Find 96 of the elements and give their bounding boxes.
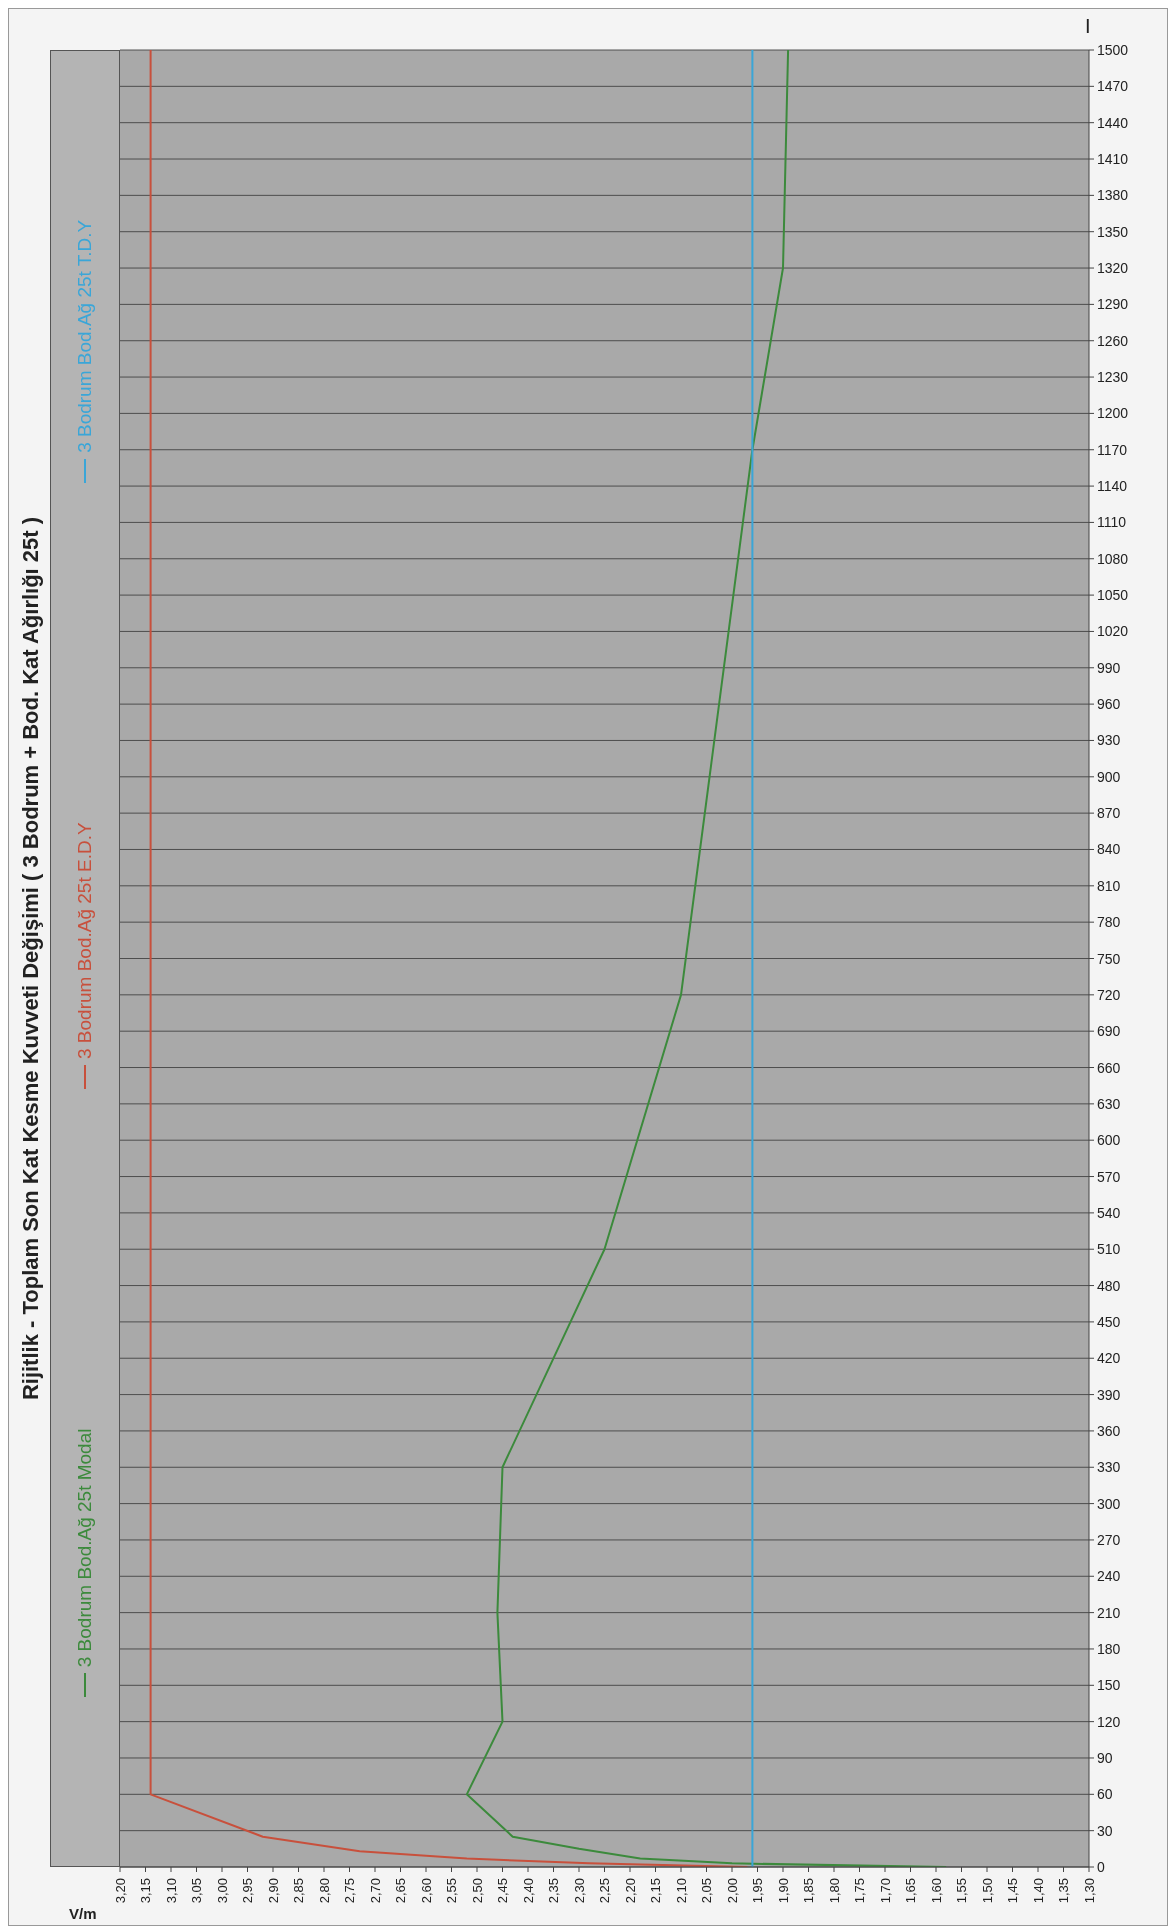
y-tick-label: 360 [1097, 1422, 1121, 1439]
y-axis-title: I [1085, 15, 1091, 38]
y-tick-label: 390 [1097, 1386, 1121, 1403]
y-tick-label: 750 [1097, 950, 1121, 967]
y-tick-label: 1170 [1097, 441, 1128, 458]
x-tick-label: 1,95 [750, 1878, 765, 1904]
x-tick-label: 2,20 [622, 1878, 638, 1904]
x-tick-label: 2,15 [648, 1878, 663, 1904]
y-tick-label: 630 [1097, 1095, 1121, 1112]
x-tick-label: 1,50 [979, 1878, 995, 1904]
y-tick-label: 90 [1097, 1749, 1113, 1766]
x-tick-label: 3,15 [138, 1878, 153, 1904]
x-tick-label: 1,30 [1081, 1878, 1097, 1904]
x-tick-label: 2,55 [444, 1878, 459, 1904]
y-tick-label: 690 [1097, 1023, 1121, 1040]
x-tick-label: 2,25 [597, 1878, 612, 1904]
y-tick-label: 1290 [1097, 296, 1129, 313]
y-tick-label: 570 [1097, 1168, 1121, 1185]
x-tick-label: 1,90 [775, 1878, 791, 1904]
y-tick-label: 240 [1097, 1568, 1121, 1585]
y-tick-label: 1080 [1097, 550, 1129, 567]
x-tick-label: 2,60 [418, 1878, 434, 1904]
y-tick-label: 1470 [1097, 78, 1129, 95]
x-tick-label: 2,75 [342, 1878, 357, 1904]
y-tick-label: 210 [1097, 1604, 1121, 1621]
x-tick-label: 2,05 [699, 1878, 714, 1904]
y-tick-label: 840 [1097, 841, 1121, 858]
y-tick-label: 930 [1097, 732, 1121, 749]
text: 3 Bodrum Bod.Ağ 25t E.D.Y [74, 822, 96, 1059]
y-tick-label: 1350 [1097, 223, 1129, 240]
x-tick-label: 2,10 [673, 1878, 689, 1904]
text: Rijitlik - Toplam Son Kat Kesme Kuvveti Değişimi ( 3 Bodrum + Bod. Kat Ağırlığı 25t ) [17, 515, 44, 1403]
x-tick-label: 2,70 [367, 1878, 383, 1904]
y-tick-label: 1380 [1097, 187, 1129, 204]
x-tick-label: 2,35 [546, 1878, 561, 1904]
x-tick-label: 1,40 [1030, 1878, 1046, 1904]
x-tick-label: 1,75 [852, 1878, 867, 1904]
x-tick-label: 2,85 [291, 1878, 306, 1904]
y-tick-label: 900 [1097, 768, 1121, 785]
x-tick-label: 1,35 [1056, 1878, 1071, 1904]
x-tick-label: 3,05 [189, 1878, 204, 1904]
x-tick-label: 1,80 [826, 1878, 842, 1904]
y-tick-label: 1050 [1097, 587, 1129, 604]
x-tick-label: 1,85 [801, 1878, 816, 1904]
y-tick-label: 810 [1097, 877, 1121, 894]
x-tick-label: 3,00 [214, 1878, 230, 1904]
y-tick-label: 330 [1097, 1459, 1121, 1476]
x-tick-label: 2,65 [393, 1878, 408, 1904]
y-tick-label: 60 [1097, 1786, 1113, 1803]
y-tick-label: 420 [1097, 1350, 1121, 1367]
text: 3 Bodrum Bod.Ağ 25t Modal [74, 1428, 96, 1668]
x-tick-label: 2,40 [520, 1878, 536, 1904]
text: 3 Bodrum Bod.Ağ 25t T.D.Y [74, 219, 96, 453]
x-tick-label: 1,70 [877, 1878, 893, 1904]
y-tick-label: 780 [1097, 914, 1121, 931]
x-axis-title: V/m [69, 1905, 97, 1922]
y-tick-label: 1410 [1097, 151, 1129, 168]
y-tick-label: 870 [1097, 805, 1121, 822]
y-tick-label: 1320 [1097, 260, 1129, 277]
y-tick-label: 1260 [1097, 332, 1129, 349]
x-tick-label: 3,20 [112, 1878, 128, 1904]
y-tick-label: 960 [1097, 696, 1121, 713]
y-tick-label: 1440 [1097, 114, 1129, 131]
x-tick-label: 1,45 [1005, 1878, 1020, 1904]
x-tick-label: 2,00 [724, 1878, 740, 1904]
x-tick-label: 1,60 [928, 1878, 944, 1904]
y-tick-label: 720 [1097, 986, 1121, 1003]
x-tick-label: 2,50 [469, 1878, 485, 1904]
y-tick-label: 180 [1097, 1640, 1121, 1657]
y-tick-label: 450 [1097, 1313, 1121, 1330]
x-tick-label: 2,80 [316, 1878, 332, 1904]
y-tick-label: 30 [1097, 1822, 1113, 1839]
y-tick-label: 300 [1097, 1495, 1121, 1512]
x-tick-label: 2,30 [571, 1878, 587, 1904]
y-tick-label: 480 [1097, 1277, 1121, 1294]
y-tick-label: 270 [1097, 1531, 1121, 1548]
x-tick-label: 2,90 [265, 1878, 281, 1904]
y-tick-label: 0 [1097, 1859, 1105, 1875]
y-tick-label: 540 [1097, 1204, 1121, 1221]
y-tick-label: 1500 [1097, 42, 1129, 58]
y-tick-label: 1110 [1097, 514, 1127, 531]
x-tick-label: 1,65 [903, 1878, 918, 1904]
y-tick-label: 1140 [1097, 478, 1128, 495]
y-tick-label: 510 [1097, 1241, 1121, 1258]
y-tick-label: 150 [1097, 1677, 1121, 1694]
x-tick-label: 1,55 [954, 1878, 969, 1904]
x-tick-label: 3,10 [163, 1878, 179, 1904]
y-tick-label: 1200 [1097, 405, 1129, 422]
y-tick-label: 1230 [1097, 369, 1129, 386]
y-tick-label: 600 [1097, 1132, 1121, 1149]
x-tick-label: 2,45 [495, 1878, 510, 1904]
y-tick-label: 120 [1097, 1713, 1121, 1730]
y-tick-label: 660 [1097, 1059, 1121, 1076]
y-tick-label: 990 [1097, 659, 1121, 676]
x-tick-label: 2,95 [240, 1878, 255, 1904]
y-tick-label: 1020 [1097, 623, 1129, 640]
